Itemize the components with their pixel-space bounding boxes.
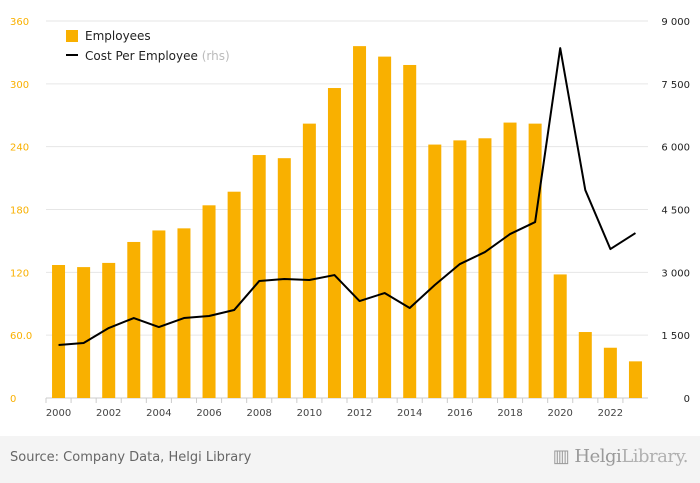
bar-employees-2018 bbox=[503, 122, 517, 398]
x-axis-tick: 2010 bbox=[297, 408, 322, 419]
right-axis-tick: 6 000 bbox=[661, 143, 690, 154]
bar-employees-2007 bbox=[227, 191, 241, 398]
bar-employees-2021 bbox=[578, 332, 592, 398]
x-axis-tick: 2006 bbox=[196, 408, 221, 419]
bar-employees-2002 bbox=[102, 262, 116, 398]
left-axis-tick: 0 bbox=[10, 394, 16, 405]
right-axis-tick: 4 500 bbox=[661, 206, 690, 217]
x-axis-tick: 2000 bbox=[46, 408, 71, 419]
bar-employees-2013 bbox=[378, 56, 392, 398]
legend-label-employees: Employees bbox=[85, 29, 151, 43]
bar-employees-2006 bbox=[202, 205, 216, 398]
bar-employees-2014 bbox=[403, 64, 417, 398]
x-axis-tick: 2014 bbox=[397, 408, 422, 419]
bar-employees-2012 bbox=[353, 46, 367, 399]
line-cost-per-employee bbox=[58, 47, 636, 347]
bar-employees-2019 bbox=[528, 123, 542, 398]
bar-employees-2015 bbox=[428, 144, 442, 398]
chart: 0 0 60.0 1 500 120 3 000 180 4 500 240 6 000 300 7 … bbox=[10, 17, 690, 419]
x-axis-tick: 2022 bbox=[598, 408, 623, 419]
x-axis-tick: 2008 bbox=[246, 408, 271, 419]
right-axis-tick: 1 500 bbox=[661, 331, 690, 342]
right-axis-tick: 9 000 bbox=[661, 17, 690, 28]
bar-employees-2023 bbox=[628, 361, 642, 398]
x-axis-tick: 2018 bbox=[497, 408, 522, 419]
left-axis-tick: 360 bbox=[10, 17, 29, 28]
bar-employees-2001 bbox=[77, 267, 91, 398]
bar-employees-2011 bbox=[327, 88, 341, 399]
bar-employees-2022 bbox=[603, 347, 617, 398]
left-axis-tick: 300 bbox=[10, 80, 29, 91]
bar-employees-2004 bbox=[152, 230, 166, 398]
x-axis-tick: 2012 bbox=[347, 408, 372, 419]
right-axis-tick: 3 000 bbox=[661, 268, 690, 279]
bar-employees-2017 bbox=[478, 138, 492, 399]
source-text: Source: Company Data, Helgi Library bbox=[10, 450, 252, 465]
left-axis-tick: 180 bbox=[10, 206, 29, 217]
footer: Source: Company Data, Helgi Library ▥ He… bbox=[0, 436, 700, 483]
x-axis-tick: 2004 bbox=[146, 408, 171, 419]
right-axis-tick: 0 bbox=[684, 394, 690, 405]
bar-employees-2008 bbox=[252, 155, 266, 398]
helgi-library-logo: ▥ HelgiLibrary. bbox=[552, 446, 689, 467]
bar-employees-2005 bbox=[177, 228, 191, 398]
right-axis-tick: 7 500 bbox=[661, 80, 690, 91]
legend-label-cost: Cost Per Employee (rhs) bbox=[85, 49, 230, 63]
left-axis-tick: 60.0 bbox=[10, 331, 32, 342]
x-axis-tick: 2020 bbox=[547, 408, 572, 419]
legend-swatch-employees bbox=[66, 30, 78, 42]
bar-employees-2010 bbox=[302, 123, 316, 398]
bar-employees-2016 bbox=[453, 140, 467, 398]
bar-employees-2000 bbox=[52, 265, 66, 398]
left-axis-tick: 120 bbox=[10, 268, 29, 279]
x-axis-tick: 2016 bbox=[447, 408, 472, 419]
x-axis-tick: 2002 bbox=[96, 408, 121, 419]
bar-employees-2020 bbox=[553, 274, 567, 398]
bar-employees-2003 bbox=[127, 241, 141, 398]
legend-rhs-suffix: (rhs) bbox=[202, 49, 230, 63]
left-axis-tick: 240 bbox=[10, 143, 29, 154]
